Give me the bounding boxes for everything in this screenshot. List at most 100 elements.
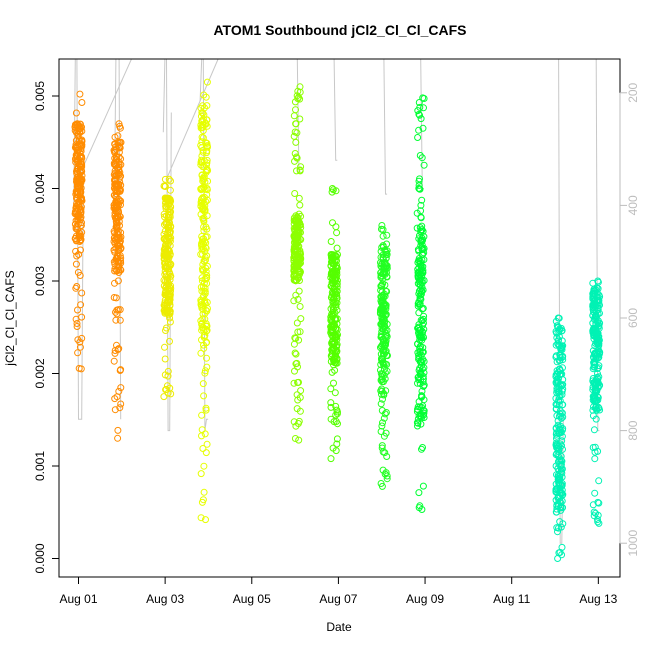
data-point: [164, 297, 172, 305]
data-point: [415, 489, 423, 497]
series-9: [552, 314, 567, 562]
data-point: [291, 270, 299, 278]
data-point: [327, 329, 335, 337]
data-point: [291, 367, 298, 375]
data-point: [417, 237, 425, 245]
data-point: [200, 238, 208, 246]
data-point: [111, 240, 119, 247]
data-point: [71, 235, 79, 242]
data-point: [378, 222, 386, 229]
altitude-trace-7: [380, 58, 388, 195]
data-point: [414, 134, 422, 141]
data-point: [554, 555, 562, 562]
data-point: [77, 301, 85, 309]
data-point: [414, 324, 422, 332]
data-point: [554, 493, 562, 501]
data-point: [164, 367, 172, 375]
data-point: [327, 251, 335, 258]
data-point: [296, 328, 304, 336]
data-point: [295, 261, 303, 269]
data-point: [112, 244, 120, 252]
data-point: [330, 361, 337, 369]
data-point: [558, 381, 566, 389]
data-point: [197, 470, 205, 478]
data-point: [382, 303, 390, 311]
data-point: [589, 347, 597, 355]
data-point: [377, 400, 385, 408]
data-point: [76, 234, 84, 242]
data-point: [417, 369, 424, 376]
data-point: [111, 140, 119, 148]
data-point: [329, 313, 337, 320]
data-point: [204, 143, 211, 151]
data-point: [418, 317, 426, 325]
data-point: [291, 435, 299, 442]
data-point: [419, 402, 427, 410]
data-point: [110, 191, 118, 199]
data-point: [292, 138, 300, 146]
data-point: [78, 334, 86, 342]
data-point: [199, 445, 207, 452]
data-point: [115, 218, 123, 226]
data-point: [591, 363, 599, 371]
data-point: [328, 185, 336, 192]
data-point: [596, 381, 604, 389]
data-point: [333, 299, 341, 307]
data-point: [167, 222, 175, 230]
data-point: [333, 326, 341, 333]
data-point: [589, 501, 597, 509]
data-point: [296, 248, 304, 256]
data-point: [331, 272, 338, 280]
data-point: [295, 194, 303, 202]
data-point: [296, 115, 304, 123]
data-point: [556, 473, 564, 480]
data-point: [590, 331, 598, 339]
data-point: [333, 435, 341, 443]
data-point: [420, 407, 428, 415]
data-point: [165, 286, 173, 294]
data-point: [203, 363, 211, 371]
data-point: [593, 406, 601, 414]
data-point: [383, 231, 391, 239]
data-point: [115, 387, 123, 395]
data-point: [296, 303, 304, 310]
altitude-connector-1: [78, 58, 132, 178]
data-point: [74, 216, 82, 224]
data-point: [200, 392, 208, 400]
data-point: [590, 426, 598, 434]
data-point: [75, 229, 83, 237]
x-tick-label: Aug 07: [319, 592, 357, 606]
data-point: [592, 415, 600, 423]
data-point: [117, 181, 125, 189]
data-point: [163, 382, 171, 390]
data-point: [166, 242, 174, 250]
data-point: [198, 138, 206, 146]
data-point: [383, 240, 391, 248]
data-point: [290, 340, 298, 348]
data-point: [379, 370, 386, 378]
data-point: [333, 283, 341, 291]
data-point: [592, 404, 600, 411]
data-point: [76, 125, 84, 133]
data-point: [589, 396, 597, 404]
data-point: [331, 350, 339, 358]
data-point: [594, 518, 602, 526]
data-point: [114, 426, 122, 434]
y-tick-label: 0.005: [33, 81, 47, 111]
data-point: [592, 321, 600, 329]
data-point: [202, 516, 209, 524]
y-tick-label: 0.002: [33, 358, 47, 388]
data-point: [165, 226, 172, 234]
data-point: [201, 243, 209, 251]
data-point: [113, 341, 120, 349]
data-point: [166, 337, 173, 345]
data-point: [112, 316, 120, 324]
data-point: [291, 349, 299, 357]
right-tick-label: 800: [626, 420, 640, 440]
series-5: [290, 83, 305, 444]
data-point: [115, 153, 123, 161]
data-point: [114, 434, 122, 442]
data-point: [111, 229, 119, 237]
data-point: [417, 115, 425, 123]
data-point: [378, 407, 386, 414]
